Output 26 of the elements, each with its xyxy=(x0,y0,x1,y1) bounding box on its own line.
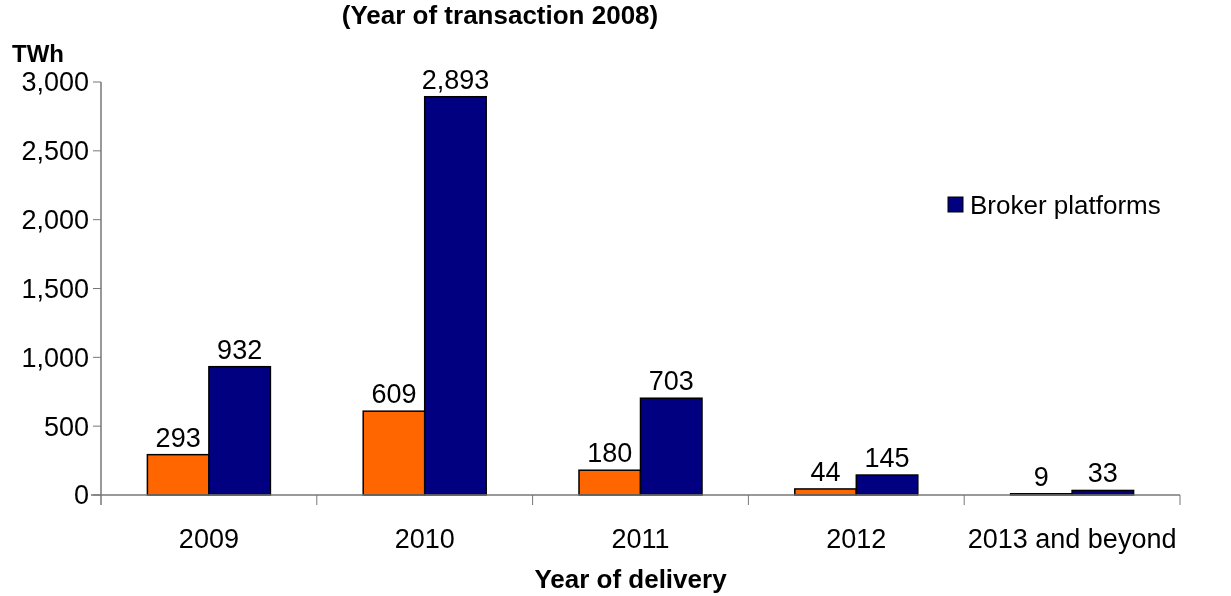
y-tick-label: 1,000 xyxy=(21,342,89,373)
data-label: 932 xyxy=(217,334,263,365)
data-label: 703 xyxy=(648,366,694,397)
y-tick-label: 500 xyxy=(43,411,89,442)
x-tick-label: 2009 xyxy=(178,524,239,554)
data-label: 9 xyxy=(1033,461,1049,492)
data-label: 180 xyxy=(587,438,633,469)
x-axis-title: Year of delivery xyxy=(534,564,728,594)
x-tick-label: 2013 and beyond xyxy=(967,524,1177,554)
data-label: 44 xyxy=(810,456,841,487)
legend-label: Broker platforms xyxy=(970,190,1161,221)
y-tick-label: 1,500 xyxy=(21,273,89,304)
x-tick-label: 2012 xyxy=(826,524,887,554)
x-tick-label: 2010 xyxy=(394,524,455,554)
data-label: 293 xyxy=(155,422,201,453)
chart-title: (Year of transaction 2008) xyxy=(341,0,659,30)
y-tick-label: 2,000 xyxy=(21,205,89,236)
data-label: 33 xyxy=(1087,458,1118,489)
data-label: 145 xyxy=(864,443,910,474)
data-label: 609 xyxy=(371,379,417,410)
y-tick-label: 2,500 xyxy=(21,136,89,167)
y-axis-title: TWh xyxy=(12,40,64,67)
y-tick-label: 3,000 xyxy=(21,67,89,98)
data-label: 2,893 xyxy=(421,64,490,95)
x-tick-label: 2011 xyxy=(611,524,670,554)
y-tick-label: 0 xyxy=(73,480,89,511)
